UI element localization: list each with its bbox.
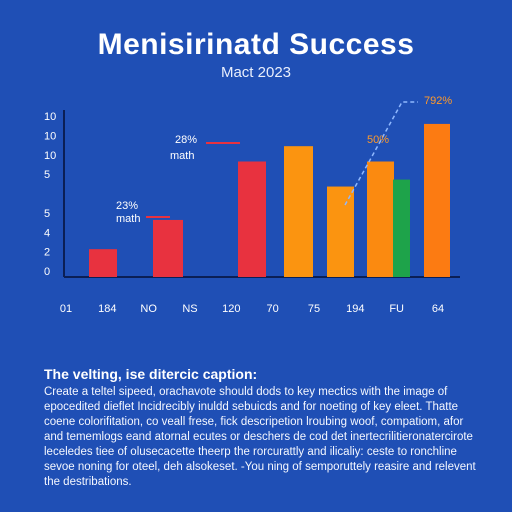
bar xyxy=(367,161,394,277)
y-tick-label: 5 xyxy=(44,208,50,220)
y-tick-label: 2 xyxy=(44,247,50,259)
bar xyxy=(327,186,354,277)
annotation-sublabel: math xyxy=(170,150,194,162)
trend-line xyxy=(344,101,418,206)
x-tick-label: 70 xyxy=(267,303,279,315)
chart-subtitle: Mact 2023 xyxy=(220,64,292,81)
y-tick-label: 10 xyxy=(44,111,56,123)
annotation-label: 28% xyxy=(175,134,197,146)
bar xyxy=(393,179,410,277)
x-tick-label: 194 xyxy=(346,303,364,315)
bar xyxy=(89,249,117,277)
annotation-sublabel: math xyxy=(116,213,140,225)
bar xyxy=(153,219,183,277)
x-tick-label: 120 xyxy=(222,303,240,315)
caption-heading: The velting, ise ditercic caption: xyxy=(44,366,258,382)
x-tick-label: NS xyxy=(182,303,197,315)
bar xyxy=(284,146,313,277)
annotation-label: 23% xyxy=(116,200,138,212)
bar xyxy=(238,161,266,277)
x-tick-label: 01 xyxy=(60,303,72,315)
x-tick-label: FU xyxy=(389,303,404,315)
annotation-label: 792% xyxy=(424,95,452,107)
y-tick-label: 10 xyxy=(44,130,56,142)
x-tick-label: 184 xyxy=(98,303,116,315)
x-tick-label: NO xyxy=(140,303,157,315)
y-tick-label: 5 xyxy=(44,169,50,181)
annotation-label: 50% xyxy=(367,134,389,146)
bar xyxy=(424,123,450,278)
y-tick-label: 0 xyxy=(44,266,50,278)
x-tick-label: 64 xyxy=(432,303,444,315)
x-tick-label: 75 xyxy=(308,303,320,315)
caption-body: Create a teltel sipeed, orachavote shoul… xyxy=(44,386,476,488)
y-tick-label: 4 xyxy=(44,227,50,239)
y-tick-label: 10 xyxy=(44,150,56,162)
chart-title: Menisirinatd Success xyxy=(97,28,415,61)
